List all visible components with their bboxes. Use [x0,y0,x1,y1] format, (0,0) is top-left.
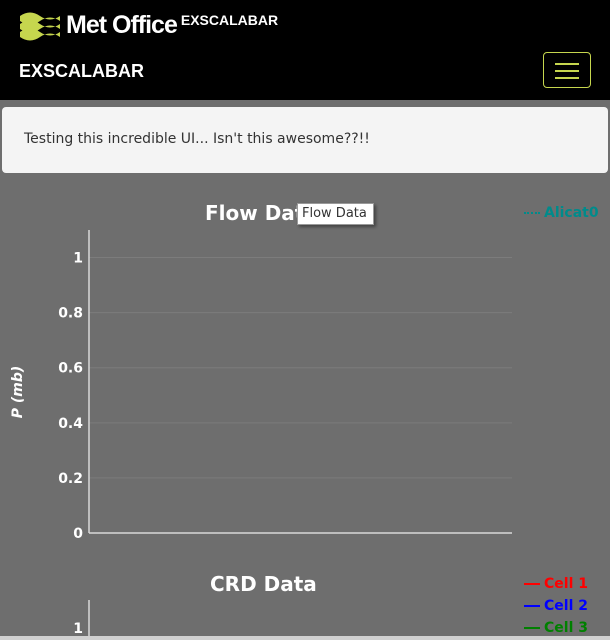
hamburger-icon [555,63,579,65]
flow-y-tick-label: 0.2 [58,471,83,487]
info-banner: Testing this incredible UI... Isn't this… [2,107,608,173]
legend-swatch [524,583,540,585]
flow-y-tick-label: 0.8 [58,306,83,322]
legend-swatch [524,627,540,629]
flow-legend-item[interactable]: Alicat0 [524,205,599,221]
logo-subtitle: EXSCALABAR [180,12,279,28]
flow-data-chart: 0 0.2 0.4 0.6 0.8 1 P (mb) [10,230,512,542]
horizontal-scrollbar[interactable] [0,636,610,640]
legend-swatch [524,605,540,607]
navbar: Met Office EXSCALABAR EXSCALABAR [0,0,610,100]
crd-data-chart: 1 [73,600,90,638]
met-office-logo: Met Office [18,8,178,42]
crd-chart-title: CRD Data [210,572,317,596]
hamburger-menu-button[interactable] [543,52,591,88]
crd-legend-item[interactable]: Cell 2 [524,598,588,614]
crd-legend-item[interactable]: Cell 1 [524,576,588,592]
crd-legend-item[interactable]: Cell 3 [524,620,588,636]
legend-label: Alicat0 [544,205,599,221]
legend-label: Cell 1 [544,576,588,592]
hamburger-icon-bar [555,70,579,72]
nav-title[interactable]: EXSCALABAR [19,61,145,81]
legend-swatch [524,212,540,214]
banner-message: Testing this incredible UI... Isn't this… [24,131,370,147]
flow-y-tick-label: 0 [73,526,83,542]
flow-y-tick-label: 1 [73,251,83,267]
brand[interactable]: Met Office EXSCALABAR [18,8,278,44]
hamburger-icon-bar [555,77,579,79]
flow-y-tick-label: 0.4 [58,416,83,432]
flow-y-tick-label: 0.6 [58,361,83,377]
legend-label: Cell 3 [544,620,588,636]
logo-text: Met Office [66,11,178,39]
flow-y-axis-label: P (mb) [10,366,26,419]
chart-title-tooltip: Flow Data [297,203,374,225]
crd-y-tick-label: 1 [73,621,83,637]
legend-label: Cell 2 [544,598,588,614]
met-office-waves-icon [20,12,60,41]
